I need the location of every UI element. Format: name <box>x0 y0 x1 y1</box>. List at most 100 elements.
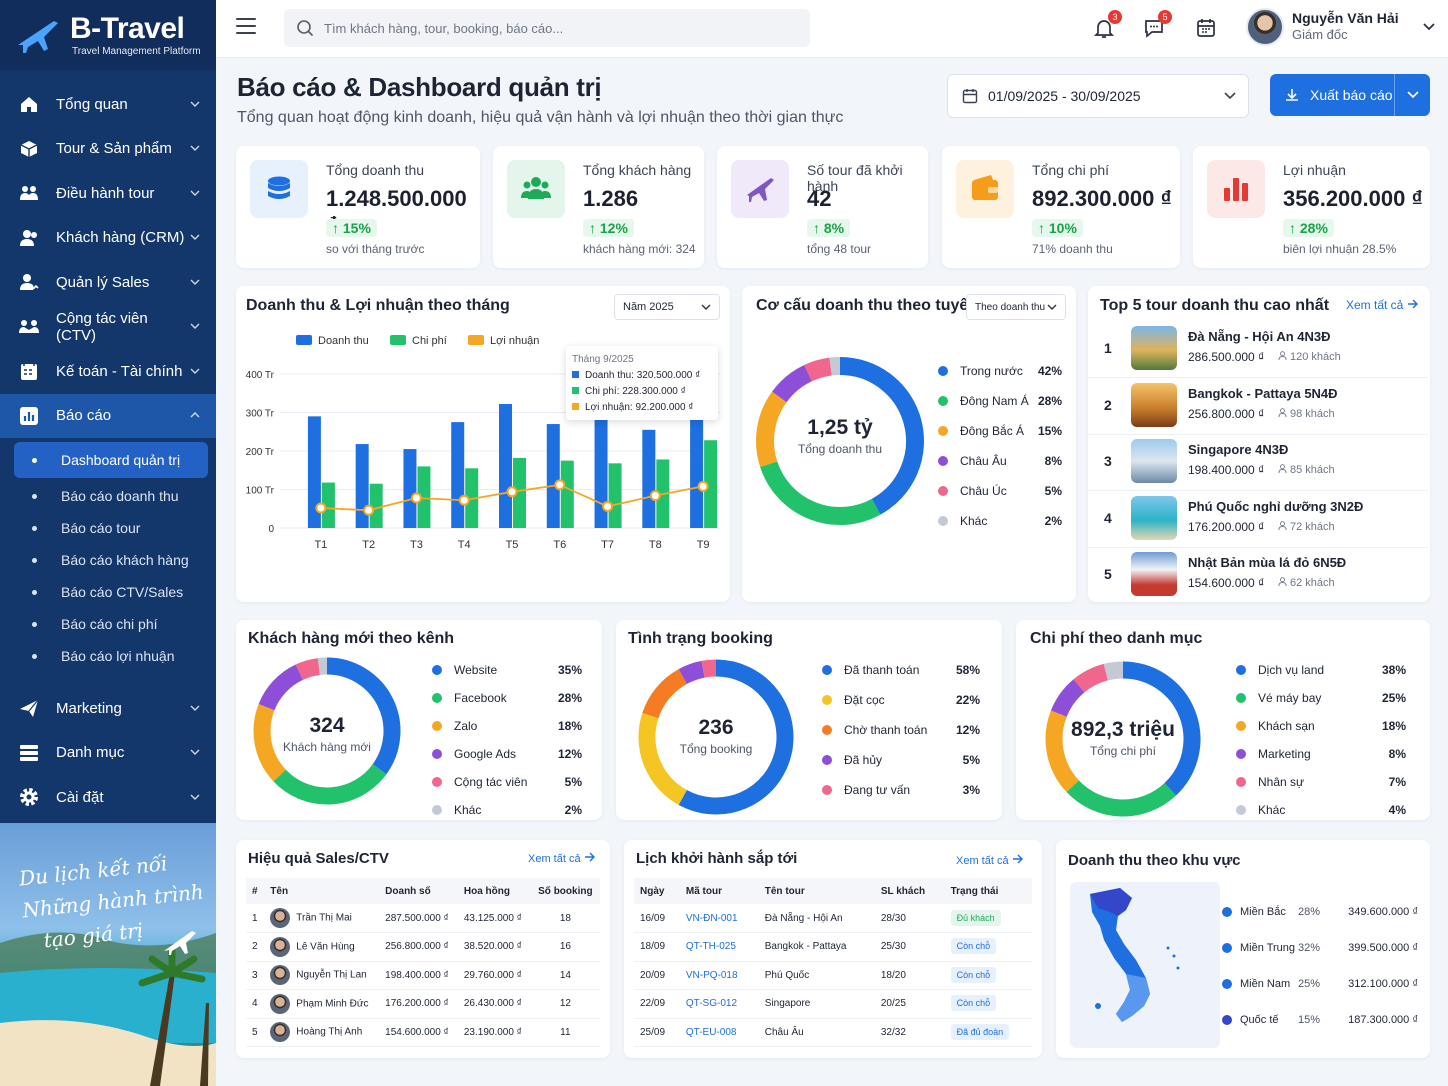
vietnam-map-icon <box>1090 888 1180 1022</box>
legend-label: Khách sạn <box>1258 719 1315 733</box>
table-row[interactable]: 4 Phạm Minh Đức 176.200.000 ₫ 26.430.000 ₫ 1… <box>246 989 600 1019</box>
users-icon <box>18 227 40 249</box>
legend-percent: 12% <box>955 723 980 737</box>
sidebar-item-report[interactable]: Báo cáo <box>0 393 216 438</box>
top-tour-item[interactable]: 1 Đà Nẵng - Hội An 4N3Đ 286.500.000 ₫ 120 k… <box>1088 322 1428 378</box>
tour-code-link[interactable]: VN-PQ-018 <box>685 969 738 981</box>
calendar-button[interactable] <box>1194 16 1218 40</box>
export-report-button[interactable]: Xuất báo cáo <box>1270 74 1430 116</box>
table-cell: Châu Âu <box>758 1018 875 1047</box>
notification-button[interactable]: 3 <box>1092 10 1122 40</box>
sidebar-item-partner[interactable]: Cộng tác viên (CTV) <box>0 305 216 350</box>
date-range-picker[interactable]: 01/09/2025 - 30/09/2025 <box>947 74 1249 118</box>
region-label: Miền Nam <box>1240 978 1291 990</box>
table-cell: 4 <box>246 989 265 1019</box>
x-tick-label: T3 <box>410 539 423 551</box>
table-cell: Lê Văn Hùng <box>264 932 380 962</box>
legend-swatch <box>1236 693 1246 703</box>
cell-text: 287.500.000 ₫ <box>385 912 449 924</box>
mix-select[interactable]: Theo doanh thu <box>966 294 1066 320</box>
top-tour-item[interactable]: 4 Phú Quốc nghỉ dưỡng 3N2Đ 176.200.000 ₫ 72… <box>1088 492 1428 548</box>
submenu-item[interactable]: Báo cáo lợi nhuận <box>14 640 208 672</box>
search-input[interactable] <box>324 20 784 36</box>
table-row[interactable]: 16/09 VN-ĐN-001 Đà Nẵng - Hội An 28/30 Đủ kh… <box>634 904 1032 933</box>
x-tick-label: T7 <box>601 539 614 551</box>
y-tick-label: 200 Tr <box>246 447 275 458</box>
tour-code-link[interactable]: QT-TH-025 <box>685 941 736 953</box>
table-row[interactable]: 2 Lê Văn Hùng 256.800.000 ₫ 38.520.000 ₫ 16 <box>246 932 600 962</box>
legend-label: Cộng tác viên <box>454 775 528 789</box>
tour-code-link[interactable]: VN-ĐN-001 <box>685 912 738 924</box>
submenu-item[interactable]: Báo cáo CTV/Sales <box>14 576 208 608</box>
cell-text: 1 <box>252 912 258 924</box>
menu-toggle-icon[interactable] <box>236 18 256 39</box>
sidebar-item-sales[interactable]: Quản lý Sales <box>0 260 216 305</box>
legend-percent: 18% <box>1381 719 1406 733</box>
top-tour-item[interactable]: 5 Nhật Bản mùa lá đỏ 6N5Đ 154.600.000 ₫ 62 … <box>1088 548 1428 604</box>
submenu-item[interactable]: Báo cáo tour <box>14 512 208 544</box>
cost-bar <box>608 463 622 528</box>
revenue-bar <box>546 424 560 528</box>
avatar <box>270 993 291 1014</box>
tour-code-link[interactable]: QT-EU-008 <box>685 1026 737 1038</box>
logo[interactable]: B-Travel Travel Management Platform <box>0 0 216 70</box>
profit-point <box>458 494 470 506</box>
top-tour-item[interactable]: 2 Bangkok - Pattaya 5N4Đ 256.800.000 ₫ 98 k… <box>1088 379 1428 435</box>
submenu-item[interactable]: Báo cáo doanh thu <box>14 480 208 512</box>
table-row[interactable]: 1 Trần Thị Mai 287.500.000 ₫ 43.125.000 ₫ 18 <box>246 904 600 933</box>
submenu-item[interactable]: Dashboard quản trị <box>14 442 208 478</box>
messages-button[interactable]: 5 <box>1142 10 1172 40</box>
table-row[interactable]: 3 Nguyễn Thị Lan 198.400.000 ₫ 29.760.000 ₫… <box>246 961 600 990</box>
legend-item: Website 35% <box>432 656 582 684</box>
booking-center-label: Tổng booking <box>679 742 753 756</box>
sidebar-item-users[interactable]: Khách hàng (CRM) <box>0 216 216 261</box>
sidebar-item-gear[interactable]: Cài đặt <box>0 775 216 820</box>
legend-item: Đặt cọc 22% <box>822 685 980 715</box>
table-cell: 22/09 <box>634 989 680 1019</box>
table-cell: 28/30 <box>874 904 945 933</box>
legend-label: Khác <box>960 514 988 528</box>
sidebar-item-megaphone[interactable]: Marketing <box>0 686 216 731</box>
schedule-view-all-link[interactable]: Xem tất cả <box>956 854 1024 867</box>
y-tick-label: 0 <box>268 524 274 535</box>
export-dropdown-toggle[interactable] <box>1394 74 1430 116</box>
legend-swatch <box>822 785 832 795</box>
submenu-item-label: Báo cáo doanh thu <box>61 488 179 504</box>
booking-card: Tình trạng booking 236 Tổng booking Đã th… <box>616 620 1002 820</box>
submenu-item[interactable]: Báo cáo chi phí <box>14 608 208 640</box>
sidebar-item-calculator[interactable]: Kế toán - Tài chính <box>0 349 216 394</box>
sidebar-item-home[interactable]: Tổng quan <box>0 82 216 127</box>
table-row[interactable]: 18/09 QT-TH-025 Bangkok - Pattaya 25/30 Còn … <box>634 932 1032 962</box>
tour-code-link[interactable]: QT-SG-012 <box>685 998 738 1010</box>
table-row[interactable]: 22/09 QT-SG-012 Singapore 20/25 Còn chỗ <box>634 989 1032 1019</box>
table-cell: 38.520.000 ₫ <box>457 932 531 962</box>
legend-label: Đặt cọc <box>844 693 885 707</box>
legend-percent: 4% <box>1388 803 1406 817</box>
sales-view-all-link[interactable]: Xem tất cả <box>528 852 596 865</box>
legend-percent: 42% <box>1037 364 1062 378</box>
sidebar-item-box[interactable]: Tour & Sản phẩm <box>0 127 216 172</box>
donut-segment <box>317 657 328 675</box>
sidebar-item-team[interactable]: Điều hành tour <box>0 171 216 216</box>
user-menu[interactable]: Nguyễn Văn Hải Giám đốc <box>1246 8 1435 46</box>
legend-swatch <box>432 665 442 675</box>
top-tour-item[interactable]: 3 Singapore 4N3Đ 198.400.000 ₫ 85 khách <box>1088 435 1428 491</box>
donut-segment <box>253 703 287 782</box>
sidebar-item-list[interactable]: Danh mục <box>0 731 216 776</box>
user-icon <box>1278 577 1287 587</box>
legend-swatch <box>938 426 948 436</box>
table-row[interactable]: 25/09 QT-EU-008 Châu Âu 32/32 Đã đủ đoàn <box>634 1018 1032 1047</box>
legend-item: Nhân sự 7% <box>1236 768 1406 796</box>
top-tours-view-all-link[interactable]: Xem tất cả <box>1346 298 1419 312</box>
year-select[interactable]: Năm 2025 <box>614 294 720 320</box>
kpi-card: Số tour đã khởi hành 42 ↑ 8% tổng 48 tour <box>717 146 928 268</box>
table-row[interactable]: 5 Hoàng Thị Anh 154.600.000 ₫ 23.190.000 ₫ 1… <box>246 1018 600 1047</box>
revenue-bar <box>307 416 321 528</box>
region-row: Miền Nam 25% 312.100.000 ₫ <box>1222 966 1422 1002</box>
partner-icon <box>18 316 40 338</box>
table-row[interactable]: 20/09 VN-PQ-018 Phú Quốc 18/20 Còn chỗ <box>634 961 1032 990</box>
sidebar-item-label: Danh mục <box>56 744 125 762</box>
channel-title: Khách hàng mới theo kênh <box>248 630 455 647</box>
submenu-item[interactable]: Báo cáo khách hàng <box>14 544 208 576</box>
legend-item: Khác 2% <box>432 796 582 824</box>
